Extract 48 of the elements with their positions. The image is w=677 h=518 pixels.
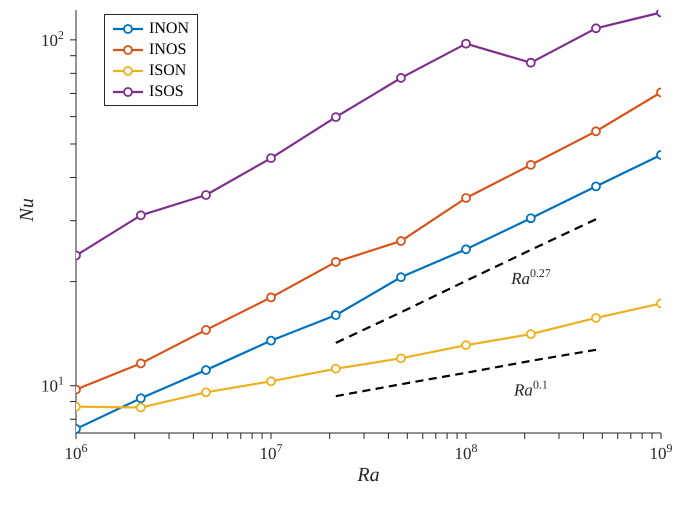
annotation: Ra$^{0.27}$ — [510, 266, 551, 288]
point — [396, 236, 406, 246]
x-tick-label: 10$^{9}$ — [650, 441, 673, 463]
point — [330, 310, 341, 320]
point — [266, 153, 276, 164]
y-tick-label: 10$^{2}$ — [41, 28, 64, 50]
point — [201, 387, 211, 398]
x-tick-label: 10$^{7}$ — [260, 441, 283, 463]
point — [526, 329, 536, 340]
point — [591, 313, 601, 323]
y-axis-title: Nu — [16, 198, 38, 222]
point — [591, 23, 601, 34]
point — [461, 244, 471, 254]
point — [526, 58, 536, 68]
point — [330, 364, 341, 374]
x-tick-label: 10$^{8}$ — [454, 441, 478, 463]
point — [396, 353, 406, 364]
legend-label: INON — [149, 19, 189, 39]
point — [526, 160, 536, 170]
point — [461, 340, 471, 350]
line-series — [334, 218, 598, 344]
point — [201, 190, 211, 200]
legend-label: ISON — [149, 61, 186, 81]
point — [591, 181, 601, 192]
annotation: Ra$^{0.1}$ — [513, 377, 548, 400]
point — [396, 73, 406, 83]
x-tick-label: 10$^{6}$ — [64, 441, 88, 463]
line-series — [334, 348, 598, 398]
point — [330, 257, 341, 267]
point — [266, 292, 276, 302]
x-axis-title: Ra — [356, 464, 380, 486]
point — [136, 210, 146, 220]
point — [136, 402, 146, 412]
point — [461, 38, 471, 49]
legend-label: INOS — [149, 40, 186, 60]
point — [330, 112, 341, 122]
point — [266, 376, 276, 386]
point — [136, 358, 146, 368]
point — [396, 272, 406, 282]
legend-label: ISOS — [149, 82, 184, 102]
point — [591, 126, 601, 136]
point — [266, 336, 276, 346]
y-tick-label: 10$^{1}$ — [41, 374, 64, 396]
point — [461, 193, 471, 203]
point — [201, 325, 211, 335]
point — [526, 213, 536, 224]
point — [136, 393, 146, 404]
point — [201, 365, 211, 375]
